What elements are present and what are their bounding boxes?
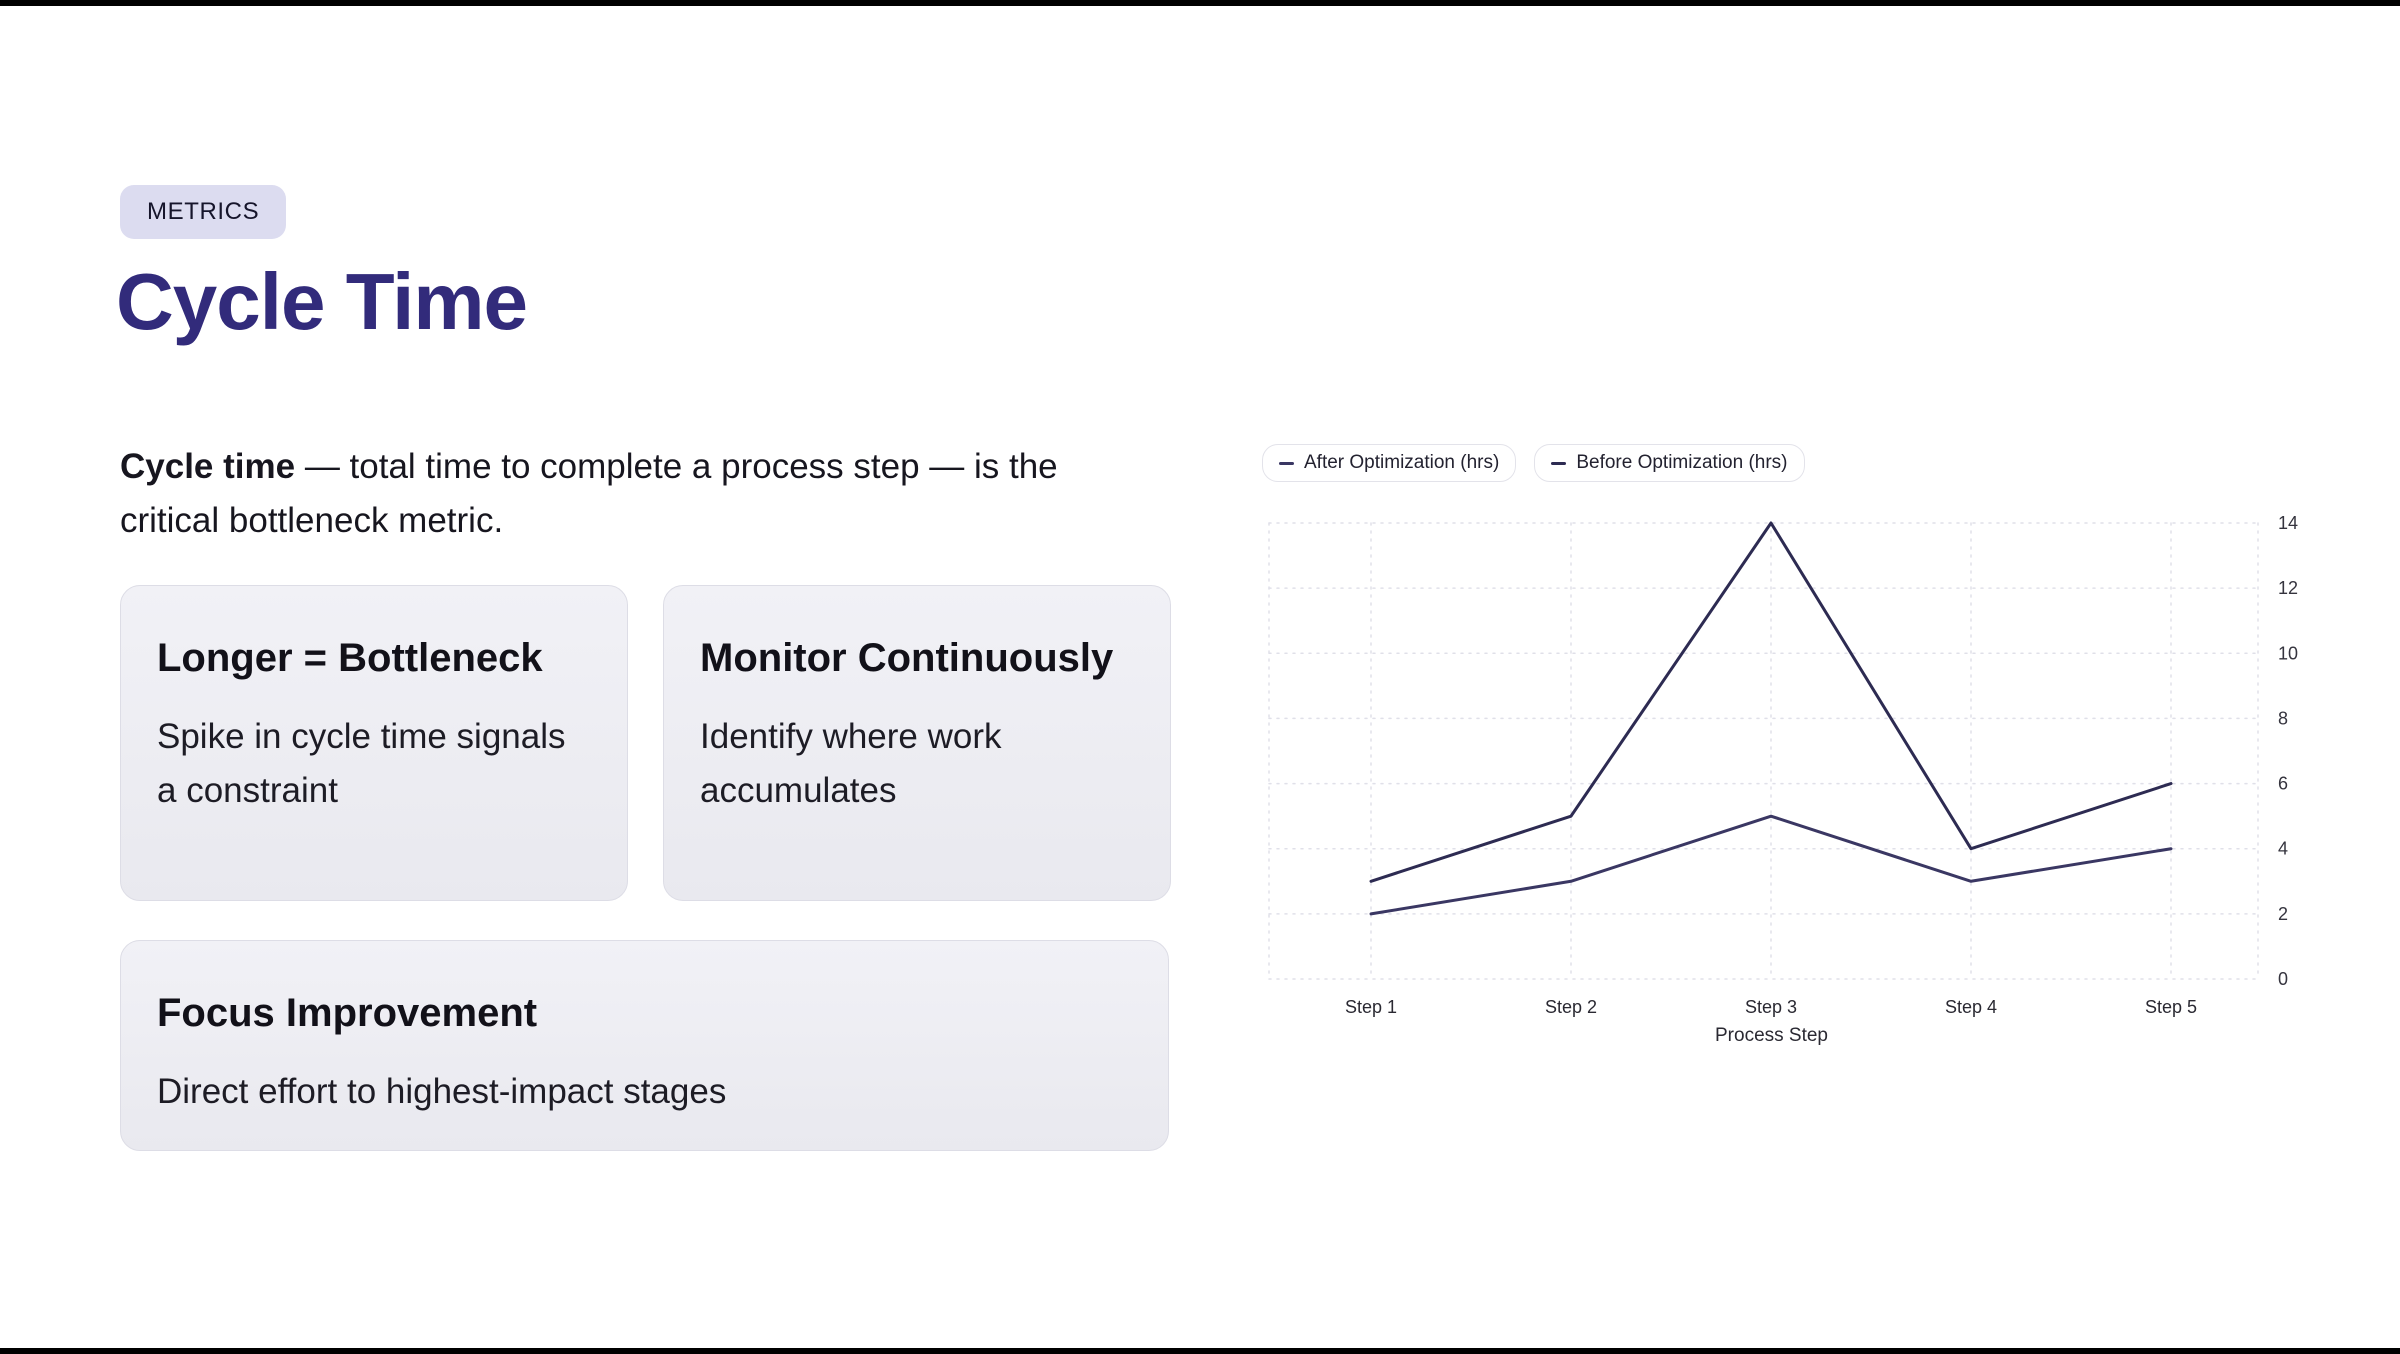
chart-legend: After Optimization (hrs) Before Optimizat…: [1262, 444, 2398, 482]
card-monitor-continuously: Monitor Continuously Identify where work…: [663, 585, 1171, 901]
intro-text: Cycle time — total time to complete a pr…: [120, 440, 1100, 549]
card-body: Identify where work accumulates: [700, 717, 1002, 811]
y-tick-label: 10: [2278, 643, 2298, 663]
card-body: Spike in cycle time signals a constraint: [157, 717, 566, 811]
letterbox-bottom: [0, 1348, 2400, 1354]
page-title: Cycle Time: [116, 257, 528, 346]
x-tick-label: Step 3: [1745, 997, 1797, 1017]
card-longer-bottleneck: Longer = Bottleneck Spike in cycle time …: [120, 585, 628, 901]
legend-label: Before Optimization (hrs): [1576, 452, 1788, 473]
x-tick-label: Step 2: [1545, 997, 1597, 1017]
card-title: Monitor Continuously: [700, 636, 1114, 680]
metrics-badge: METRICS: [120, 185, 287, 239]
x-tick-label: Step 1: [1345, 997, 1397, 1017]
legend-item[interactable]: Before Optimization (hrs): [1534, 444, 1805, 482]
x-axis-label: Process Step: [1715, 1025, 1828, 1046]
y-tick-label: 4: [2278, 839, 2288, 859]
intro-bold-lead: Cycle time: [120, 447, 296, 486]
y-tick-label: 0: [2278, 969, 2288, 989]
card-title: Longer = Bottleneck: [157, 636, 543, 680]
legend-label: After Optimization (hrs): [1304, 452, 1500, 473]
series-line: [1369, 521, 2173, 883]
y-tick-label: 6: [2278, 774, 2288, 794]
y-tick-label: 14: [2278, 513, 2298, 533]
x-tick-label: Step 4: [1945, 997, 1997, 1017]
x-tick-label: Step 5: [2145, 997, 2197, 1017]
intro-rest: — total time to complete a process step …: [120, 447, 1058, 541]
cycle-time-chart-plot: 0 2 4 6 8 10 12 14 Step 1 Step 2 Step 3 Step 4 Step …: [1268, 513, 2298, 1046]
legend-line-swatch: [1551, 461, 1567, 465]
y-tick-label: 8: [2278, 708, 2288, 728]
card-body: Direct effort to highest-impact stages: [157, 1072, 727, 1111]
series-line: [1369, 814, 2173, 916]
legend-item[interactable]: After Optimization (hrs): [1262, 444, 1517, 482]
y-tick-label: 2: [2278, 904, 2288, 924]
card-title: Focus Improvement: [157, 991, 538, 1035]
cycle-time-chart: After Optimization (hrs) Before Optimizat…: [1250, 444, 2398, 1104]
legend-line-swatch: [1279, 461, 1294, 465]
card-focus-improvement: Focus Improvement Direct effort to highe…: [120, 940, 1169, 1151]
y-tick-label: 12: [2278, 578, 2298, 598]
letterbox-top: [0, 0, 2400, 6]
